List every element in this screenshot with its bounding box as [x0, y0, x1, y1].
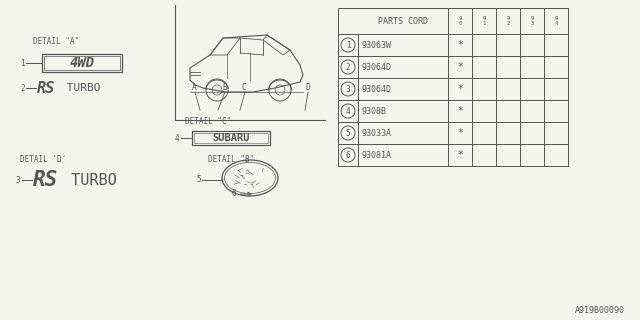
Text: 1: 1: [346, 41, 350, 50]
Text: A: A: [192, 83, 196, 92]
Text: TURBO: TURBO: [60, 83, 100, 93]
Text: 3: 3: [16, 176, 20, 185]
Text: 3: 3: [346, 84, 350, 93]
Text: 9308B: 9308B: [362, 107, 387, 116]
Text: *: *: [457, 150, 463, 160]
Bar: [338, 144, 568, 166]
Text: *: *: [457, 106, 463, 116]
Text: 93063W: 93063W: [362, 41, 392, 50]
Bar: [338, 56, 568, 78]
Text: 5: 5: [196, 175, 200, 184]
Text: SUBARU: SUBARU: [212, 133, 250, 143]
Text: DETAIL "A": DETAIL "A": [33, 37, 79, 46]
Bar: [194, 133, 268, 143]
Text: PARTS CORD: PARTS CORD: [378, 17, 428, 26]
Bar: [44, 56, 120, 70]
Text: 5: 5: [346, 129, 350, 138]
Text: 9
3: 9 3: [531, 16, 534, 26]
Text: *: *: [457, 128, 463, 138]
Bar: [42, 54, 122, 72]
Text: 4: 4: [175, 134, 180, 143]
Text: *: *: [457, 40, 463, 50]
Text: 9
0: 9 0: [458, 16, 461, 26]
Text: 6: 6: [346, 150, 350, 159]
Text: DETAIL "C": DETAIL "C": [185, 117, 231, 126]
Text: TURBO: TURBO: [62, 172, 116, 188]
Text: 93064D: 93064D: [362, 62, 392, 71]
Text: RS: RS: [33, 170, 58, 190]
Text: A919B00090: A919B00090: [575, 306, 625, 315]
Text: 2: 2: [346, 62, 350, 71]
Text: 4WD: 4WD: [69, 56, 95, 70]
Text: 4: 4: [346, 107, 350, 116]
Text: 6: 6: [232, 189, 237, 198]
Text: 9
1: 9 1: [483, 16, 486, 26]
Text: RS: RS: [37, 81, 55, 95]
Text: 93064D: 93064D: [362, 84, 392, 93]
Bar: [338, 34, 568, 56]
Bar: [338, 100, 568, 122]
Text: 93081A: 93081A: [362, 150, 392, 159]
Bar: [192, 131, 270, 145]
Text: 9
4: 9 4: [554, 16, 557, 26]
Text: *: *: [457, 84, 463, 94]
Text: *: *: [457, 62, 463, 72]
Text: DETAIL 'D': DETAIL 'D': [20, 155, 67, 164]
Text: 93033A: 93033A: [362, 129, 392, 138]
Text: C: C: [242, 83, 246, 92]
Bar: [338, 8, 568, 34]
Bar: [338, 122, 568, 144]
Text: 9
2: 9 2: [506, 16, 509, 26]
Text: B: B: [222, 83, 227, 92]
Text: 2: 2: [20, 84, 24, 93]
Text: DETAIL "B": DETAIL "B": [208, 155, 254, 164]
Text: 1: 1: [20, 59, 24, 68]
Bar: [338, 78, 568, 100]
Text: D: D: [305, 83, 310, 92]
